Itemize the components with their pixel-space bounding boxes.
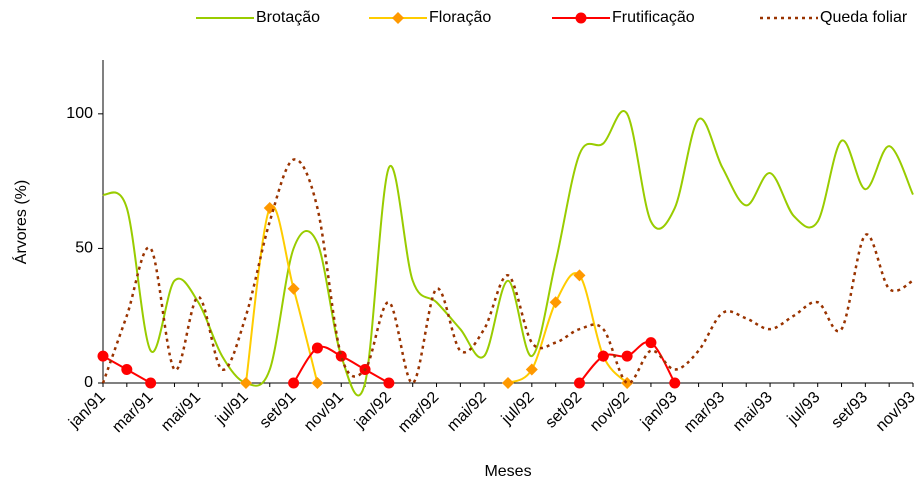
x-tick-label: set/93 [828,389,871,432]
series-line [101,158,914,385]
marker [288,377,300,389]
series [239,202,634,389]
marker [311,377,324,389]
x-tick-label: mar/91 [109,389,156,436]
marker [311,342,323,354]
x-tick-label: mai/92 [444,389,490,435]
y-tick-label: 50 [75,240,93,257]
series-line [102,340,676,384]
x-tick-label: mai/91 [158,389,204,435]
series [101,158,914,385]
marker [669,377,681,389]
x-tick-label: mar/93 [681,389,728,436]
marker [549,296,562,309]
legend-label: Frutificação [612,9,695,26]
x-tick-label: jan/91 [65,389,109,433]
marker [383,377,395,389]
series-line [102,110,914,397]
series [97,337,681,389]
marker [97,350,109,362]
marker [287,282,300,295]
legend-label: Floração [429,9,491,26]
x-tick-label: jul/91 [212,389,252,429]
x-tick-label: mai/93 [730,389,776,435]
marker [525,363,538,376]
marker [621,350,633,362]
x-tick-label: jan/93 [637,389,681,433]
y-axis-title: Árvores (%) [11,180,30,264]
marker [121,364,133,376]
marker [573,377,585,389]
marker [575,12,587,24]
legend-label: Brotação [256,9,320,26]
x-axis-title: Meses [484,463,531,480]
marker [335,350,347,362]
y-tick-label: 0 [84,374,93,391]
x-tick-label: set/92 [542,389,585,432]
marker [502,377,514,389]
marker [239,377,252,389]
marker [392,12,404,24]
x-tick-label: jul/93 [784,389,824,429]
legend-label: Queda foliar [820,9,908,26]
y-tick-label: 100 [66,105,93,122]
series [102,110,914,397]
legend: Brotação Floração Frutificação Queda foliar [196,9,908,26]
x-tick-label: nov/91 [301,389,347,435]
x-tick-label: jul/92 [498,389,538,429]
marker [573,269,586,282]
x-tick-label: nov/93 [873,389,915,435]
marker [145,377,157,389]
marker [597,350,609,362]
x-tick-label: set/91 [257,389,300,432]
x-tick-label: mar/92 [395,389,442,436]
marker [645,337,657,349]
x-tick-label: nov/92 [587,389,633,435]
